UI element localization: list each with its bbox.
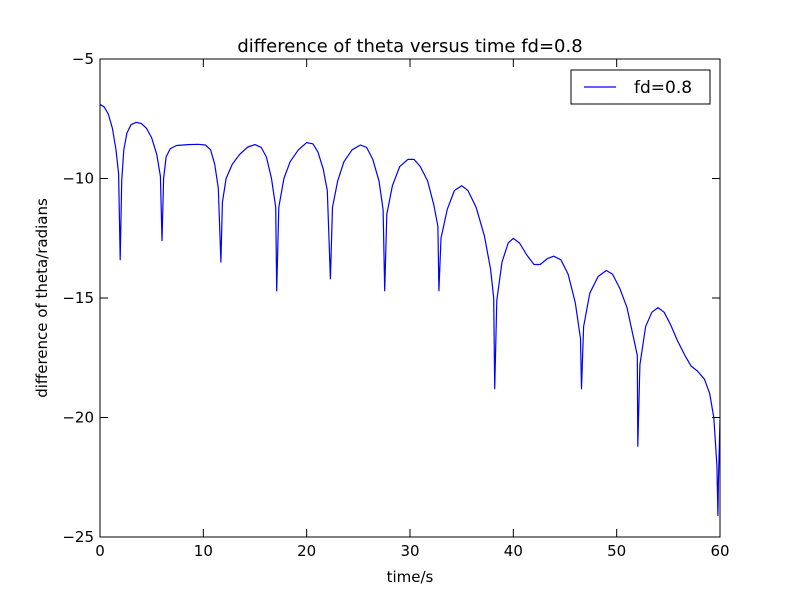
series-line-fd-0-8 (100, 103, 720, 517)
y-tick-label--5: −5 (72, 50, 94, 68)
plot-area: 0 10 20 30 40 50 60 −25 −20 −15 −10 −5 (62, 50, 729, 560)
x-tick-label-30: 30 (400, 542, 419, 560)
x-tick-label-50: 50 (607, 542, 626, 560)
x-axis-ticks: 0 10 20 30 40 50 60 (95, 59, 730, 560)
legend: fd=0.8 (570, 69, 711, 105)
x-tick-label-10: 10 (194, 542, 213, 560)
y-tick-label--15: −15 (62, 289, 94, 307)
y-axis-ticks: −25 −20 −15 −10 −5 (62, 50, 720, 546)
x-tick-label-40: 40 (504, 542, 523, 560)
legend-entry-label: fd=0.8 (634, 78, 692, 98)
y-tick-label--10: −10 (62, 170, 94, 188)
x-tick-label-20: 20 (297, 542, 316, 560)
y-axis-label: difference of theta/radians (33, 198, 51, 398)
chart-title: difference of theta versus time fd=0.8 (237, 36, 582, 57)
x-tick-label-0: 0 (95, 542, 105, 560)
y-tick-label--25: −25 (62, 528, 94, 546)
x-tick-label-60: 60 (710, 542, 729, 560)
x-axis-label: time/s (387, 568, 434, 586)
y-tick-label--20: −20 (62, 409, 94, 427)
